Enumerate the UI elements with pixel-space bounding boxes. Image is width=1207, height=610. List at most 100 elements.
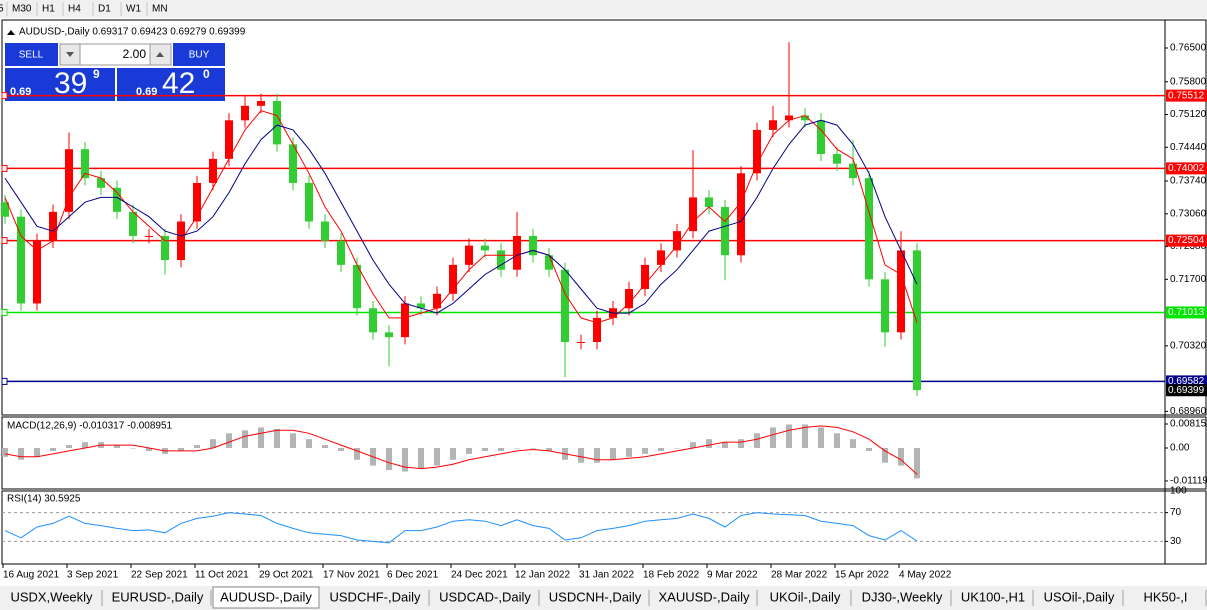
moving-average	[4, 119, 918, 314]
macd-bar	[642, 447, 648, 454]
tab[interactable]: HK50-,I	[1143, 589, 1187, 604]
macd-bar	[258, 427, 264, 448]
macd-bar	[194, 445, 200, 448]
tab[interactable]: USDCNH-,Daily	[549, 589, 642, 604]
tab[interactable]: DJ30-,Weekly	[862, 589, 943, 604]
macd-bar	[130, 447, 136, 449]
tab[interactable]: UKOil-,Daily	[770, 589, 841, 604]
buy-label[interactable]: BUY	[189, 50, 210, 61]
candle-body	[849, 163, 857, 179]
timeframe-button[interactable]: 5	[0, 4, 4, 15]
macd-bar	[386, 447, 392, 471]
level-tag	[1166, 89, 1207, 102]
y-tick-label: 0.72380	[1170, 241, 1207, 252]
x-tick-label: 11 Oct 2021	[195, 570, 249, 581]
macd-panel	[1, 416, 1207, 490]
y-tick-label: -0.011196	[1170, 476, 1207, 487]
macd-bar	[626, 447, 632, 457]
macd-bar	[578, 447, 584, 463]
macd-bar	[706, 439, 712, 448]
y-tick-label: 0.68960	[1170, 406, 1207, 417]
down-arrow	[66, 52, 74, 57]
candle-body	[433, 293, 441, 309]
candle-body	[273, 101, 281, 145]
up-arrow	[156, 52, 164, 57]
tab-bar	[0, 586, 1207, 610]
x-tick-label: 24 Dec 2021	[451, 570, 508, 581]
timeframe-button[interactable]: D1	[98, 4, 111, 15]
macd-bar	[466, 447, 472, 454]
x-tick-label: 28 Mar 2022	[771, 570, 828, 581]
candle-body	[385, 332, 393, 338]
macd-title: MACD(12,26,9) -0.010317 -0.008951	[7, 421, 173, 432]
macd-bar	[658, 447, 664, 451]
tab[interactable]: USDCHF-,Daily	[330, 589, 422, 604]
candle-body	[737, 173, 745, 256]
x-tick-label: 6 Dec 2021	[387, 570, 439, 581]
macd-bar	[610, 447, 616, 460]
collapse-icon	[7, 30, 15, 35]
macd-bar	[210, 439, 216, 448]
candle-body	[817, 120, 825, 155]
chart-title: AUDUSD-,Daily 0.69317 0.69423 0.69279 0.…	[19, 27, 246, 38]
buy-button[interactable]	[173, 43, 225, 66]
tab[interactable]: EURUSD-,Daily	[112, 589, 204, 604]
candle-body	[753, 129, 761, 174]
candle-body	[897, 250, 905, 333]
macd-bar	[530, 447, 536, 449]
macd-bar	[2, 447, 8, 457]
timeframe-button[interactable]: W1	[126, 4, 141, 15]
macd-bar	[146, 447, 152, 451]
tab[interactable]: UK100-,H1	[961, 589, 1025, 604]
tab-active[interactable]	[212, 586, 320, 609]
candle-body	[17, 216, 25, 304]
rsi-line	[4, 512, 918, 544]
tab[interactable]: AUDUSD-,Daily	[220, 589, 312, 604]
candle-body	[337, 240, 345, 265]
macd-bar	[818, 427, 824, 448]
x-tick-label: 31 Jan 2022	[579, 570, 634, 581]
macd-bar	[594, 447, 600, 463]
candle-body	[593, 317, 601, 342]
candle-body	[913, 250, 921, 391]
candle-body	[209, 158, 217, 183]
lot-value[interactable]: 2.00	[123, 47, 147, 61]
tab[interactable]: USDX,Weekly	[10, 589, 93, 604]
timeframe-button[interactable]: MN	[152, 4, 168, 15]
candle-body	[353, 264, 361, 309]
macd-bar	[866, 447, 872, 451]
macd-bar	[34, 447, 40, 457]
tab[interactable]: USDCAD-,Daily	[439, 589, 531, 604]
macd-bar	[434, 447, 440, 466]
macd-bar	[66, 445, 72, 448]
y-tick-label: 0.74440	[1170, 142, 1207, 153]
macd-bar	[722, 442, 728, 448]
x-tick-label: 3 Sep 2021	[67, 570, 119, 581]
macd-bar	[498, 447, 504, 451]
level-label: 0.74002	[1168, 163, 1205, 174]
tab[interactable]: XAUUSD-,Daily	[658, 589, 750, 604]
x-tick-label: 16 Aug 2021	[3, 570, 60, 581]
macd-bar	[674, 447, 680, 449]
candle-body	[369, 308, 377, 333]
macd-bar	[418, 447, 424, 469]
timeframe-button[interactable]: H4	[68, 4, 81, 15]
candle-body	[881, 279, 889, 333]
timeframe-button[interactable]: M30	[12, 4, 32, 15]
macd-bar	[914, 447, 920, 479]
macd-bar	[754, 433, 760, 448]
candle-body	[689, 197, 697, 232]
y-tick-label: 0.70320	[1170, 340, 1207, 351]
sell-button[interactable]	[5, 43, 58, 66]
candle-body	[641, 264, 649, 289]
bid-small: 9	[93, 67, 100, 81]
x-tick-label: 22 Sep 2021	[131, 570, 188, 581]
tab[interactable]: USOil-,Daily	[1044, 589, 1115, 604]
macd-bar	[738, 439, 744, 448]
macd-bar	[82, 442, 88, 448]
toolbar-bg	[0, 0, 1207, 18]
sell-label[interactable]: SELL	[19, 50, 44, 61]
macd-bar	[18, 447, 24, 460]
timeframe-button[interactable]: H1	[42, 4, 55, 15]
y-tick-label: 0.00	[1170, 443, 1190, 454]
